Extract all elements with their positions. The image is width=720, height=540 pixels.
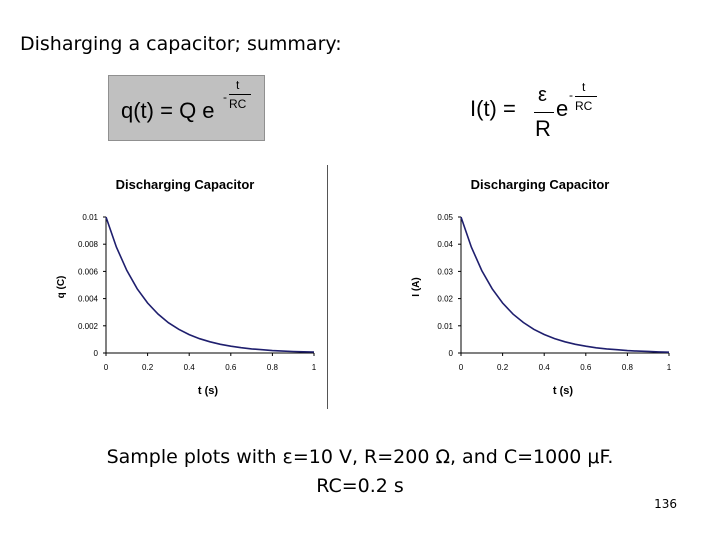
current-equation-exp-den: RC <box>575 99 593 113</box>
y-tick-label: 0.01 <box>437 322 453 331</box>
current-equation-exp-bar <box>575 96 597 97</box>
caption-line-2: RC=0.2 s <box>316 475 404 497</box>
series-line <box>105 216 315 353</box>
plot-area: 0 0.002 0.004 0.006 0.008 0.01 0 0.2 0.4 0.6 0.8 1 <box>78 213 317 372</box>
y-tick-label: 0.03 <box>437 267 453 276</box>
x-tick-label: 0 <box>459 363 464 372</box>
y-tick-label: 0.05 <box>437 213 453 222</box>
caption-line-1: Sample plots with ε=10 V, R=200 Ω, and C… <box>106 446 614 468</box>
x-tick-label: 0.2 <box>142 363 154 372</box>
y-tick-label: 0.002 <box>78 322 99 331</box>
charge-equation-exp-bar <box>229 94 251 95</box>
current-equation-lhs: I(t) = <box>470 96 516 121</box>
x-tick-label: 0.4 <box>539 363 551 372</box>
charge-chart: Discharging Capacitor q (C) t (s) 0 0.002… <box>56 177 317 397</box>
x-tick-label: 1 <box>312 363 317 372</box>
x-tick-label: 0.8 <box>622 363 634 372</box>
y-tick-label: 0 <box>94 349 99 358</box>
x-tick-label: 0.8 <box>267 363 279 372</box>
y-axis-label: q (C) <box>56 276 67 299</box>
x-tick-label: 0 <box>104 363 109 372</box>
page-number: 136 <box>654 497 677 511</box>
current-equation-frac-bar <box>534 112 554 113</box>
x-tick-label: 0.6 <box>580 363 592 372</box>
plot-area: 0 0.01 0.02 0.03 0.04 0.05 0 0.2 0.4 0.6 0.8 1 <box>437 213 671 372</box>
charge-equation-exp-sign: - <box>223 90 227 104</box>
current-equation-frac-num: ε <box>538 84 547 106</box>
x-tick-label: 0.6 <box>225 363 237 372</box>
current-equation-exp-sign: - <box>569 88 573 102</box>
y-tick-label: 0.02 <box>437 295 453 304</box>
charge-equation-exp-num: t <box>236 78 240 92</box>
current-chart: Discharging Capacitor I (A) t (s) 00.010… <box>411 177 672 397</box>
current-equation-base: e <box>556 96 569 121</box>
y-tick-label: 0 <box>449 349 454 358</box>
charge-equation-lhs: q(t) = Q e <box>121 98 215 123</box>
charge-equation-box: q(t) = Q e - t RC <box>108 75 265 141</box>
y-tick-label: 0.008 <box>78 240 99 249</box>
x-tick-label: 1 <box>667 363 672 372</box>
y-tick-label: 0.004 <box>78 295 99 304</box>
y-tick-label: 0.006 <box>78 267 99 276</box>
charge-equation-exp-den: RC <box>229 97 247 111</box>
current-equation: I(t) = ε R e - t RC <box>468 78 608 148</box>
x-tick-label: 0.2 <box>497 363 509 372</box>
x-tick-label: 0.4 <box>184 363 196 372</box>
chart-title: Discharging Capacitor <box>116 177 255 192</box>
x-axis-label: t (s) <box>198 385 219 397</box>
current-equation-frac-den: R <box>535 116 551 141</box>
y-tick-label: 0.01 <box>82 213 98 222</box>
x-axis-label: t (s) <box>553 385 574 397</box>
chart-title: Discharging Capacitor <box>471 177 610 192</box>
slide-title: Disharging a capacitor; summary: <box>20 33 342 55</box>
chart-divider <box>327 165 328 409</box>
series-line <box>460 216 670 353</box>
current-equation-exp-num: t <box>582 80 586 94</box>
y-axis-label: I (A) <box>411 277 422 296</box>
y-tick-label: 0.04 <box>437 240 453 249</box>
